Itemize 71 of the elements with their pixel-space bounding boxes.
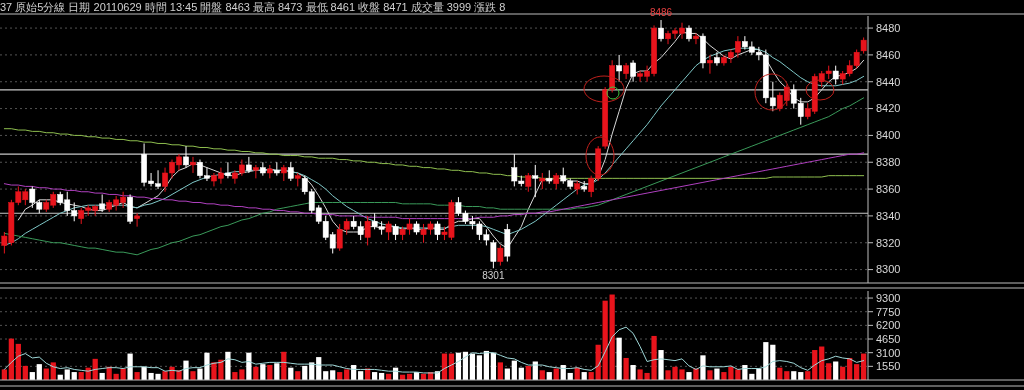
- candlestick: [616, 54, 622, 83]
- bar: [476, 355, 483, 380]
- annotation: 8486: [649, 7, 673, 19]
- bar: [183, 360, 189, 380]
- bar: [623, 357, 629, 380]
- bar: [64, 369, 70, 380]
- candlestick: [385, 220, 392, 241]
- bar: [854, 364, 860, 380]
- candlestick: [707, 54, 713, 75]
- bar: [260, 364, 266, 380]
- candlestick: [525, 172, 532, 193]
- bar: [686, 372, 692, 380]
- candlestick: [183, 145, 189, 169]
- candlestick: [190, 156, 196, 174]
- candlestick: [630, 59, 636, 83]
- bar: [190, 371, 196, 380]
- line-series: [3, 97, 865, 256]
- bar: [344, 369, 350, 380]
- bar: [497, 362, 503, 380]
- y-tick-label: 3100: [876, 346, 901, 359]
- y-tick-label: 8400: [876, 129, 901, 142]
- bar: [630, 365, 636, 380]
- candlestick: [490, 239, 497, 269]
- y-tick-label: 8460: [876, 48, 901, 61]
- bar: [658, 350, 664, 380]
- bar: [609, 294, 615, 380]
- y-tick-label: 8300: [876, 263, 901, 276]
- bar: [267, 365, 273, 380]
- y-tick-label: 8360: [876, 182, 901, 195]
- bar: [225, 351, 231, 380]
- candlestick: [832, 65, 839, 85]
- y-tick-label: 8320: [876, 236, 901, 249]
- candlestick: [134, 212, 140, 228]
- candlestick: [287, 161, 294, 182]
- candlestick: [532, 164, 539, 198]
- bar: [36, 364, 42, 380]
- candlestick: [434, 220, 441, 241]
- y-tick-label: 6200: [876, 319, 901, 332]
- bar: [714, 368, 720, 380]
- bar: [700, 355, 706, 380]
- bar: [826, 363, 832, 380]
- bar: [127, 353, 133, 380]
- candlestick: [246, 156, 252, 174]
- bar: [693, 368, 699, 380]
- candlestick: [225, 161, 231, 179]
- candlestick: [364, 215, 371, 246]
- bar: [134, 372, 140, 380]
- candlestick: [497, 244, 504, 267]
- y-tick-label: 8340: [876, 209, 901, 222]
- candlestick: [714, 51, 720, 67]
- bar: [274, 363, 280, 380]
- line-series: [3, 152, 865, 220]
- bar: [616, 337, 622, 380]
- y-tick-label: 8480: [876, 21, 901, 34]
- y-tick-label: 4650: [876, 332, 901, 345]
- y-tick-label: 1550: [876, 360, 901, 373]
- bar: [833, 361, 839, 380]
- line-series: [3, 326, 865, 374]
- bar: [707, 370, 713, 380]
- candlestick: [252, 164, 259, 179]
- candlestick: [693, 32, 699, 45]
- y-tick-label: 9300: [876, 291, 901, 304]
- y-tick-label: 8440: [876, 75, 901, 88]
- bar: [490, 352, 496, 380]
- y-tick-label: 8420: [876, 102, 901, 115]
- y-tick-label: 7750: [876, 305, 901, 318]
- annotation: 8301: [482, 270, 505, 282]
- candlestick: [658, 19, 664, 42]
- y-tick-label: 8380: [876, 156, 901, 169]
- chart-title: 37 原始5分線 日期 20110629 時間 13:45 開盤 8463 最高 8473 最低 8461 收盤 8471 成交量 3999 漲跌 8: [0, 1, 506, 13]
- bar: [602, 300, 608, 380]
